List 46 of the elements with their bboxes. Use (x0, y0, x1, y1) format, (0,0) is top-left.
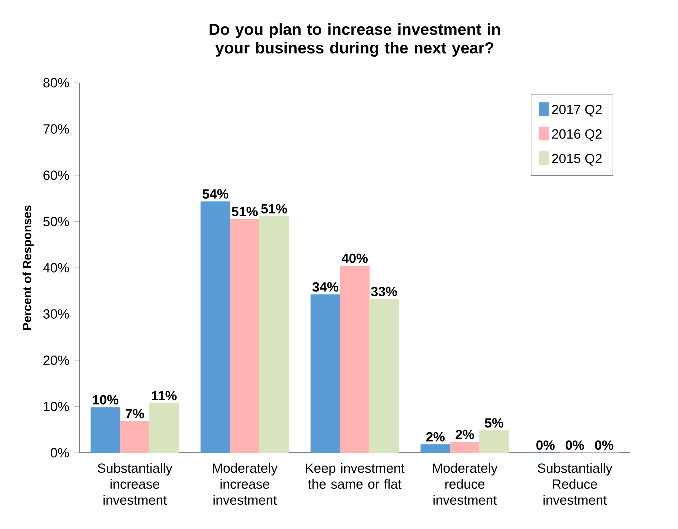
data-label: 11% (152, 391, 177, 401)
data-label: 5% (485, 418, 504, 428)
y-tick-label: 70% (44, 124, 70, 134)
data-label: 51% (261, 204, 288, 214)
bar (310, 294, 341, 453)
bar (149, 403, 180, 453)
bar (90, 407, 121, 453)
bar (450, 442, 480, 453)
x-tick-label: Moderately increase investment (213, 463, 278, 505)
y-tick-label: 10% (44, 402, 70, 412)
bar (340, 266, 370, 453)
data-label: 0% (536, 440, 555, 450)
y-tick-label: 60% (44, 170, 70, 180)
data-label: 7% (126, 409, 144, 419)
data-label: 33% (371, 287, 398, 297)
bar (369, 299, 400, 453)
legend-label: 2016 Q2 (552, 130, 602, 142)
bar (259, 216, 290, 453)
x-tick-label: Substantially Reduce investment (538, 463, 613, 505)
legend-label: 2017 Q2 (552, 104, 602, 117)
y-tick-label: 30% (44, 310, 70, 319)
y-tick-label: 50% (44, 217, 70, 226)
legend-label: 2015 Q2 (552, 154, 602, 166)
bar (420, 444, 451, 453)
bar (200, 202, 231, 453)
x-tick-label: Substantially increase investment (98, 463, 173, 505)
y-tick-label: 0% (50, 448, 70, 458)
data-label: 54% (202, 190, 229, 199)
bar (120, 421, 150, 453)
data-label: 2% (456, 430, 474, 440)
data-label: 51% (232, 207, 258, 217)
chart-title: Do you plan to increase investment in your business during the next year? (210, 23, 500, 57)
y-axis-title: Percent of Responses (22, 206, 34, 330)
x-tick-label: Keep investment the same or flat (306, 463, 405, 490)
y-tick-label: 40% (43, 263, 70, 273)
data-label: 0% (595, 440, 614, 450)
data-label: 0% (566, 440, 584, 450)
data-label: 34% (312, 282, 339, 292)
data-label: 2% (426, 432, 445, 442)
y-tick-label: 80% (44, 78, 70, 88)
data-label: 10% (93, 395, 119, 405)
y-tick-label: 20% (44, 356, 70, 366)
data-label: 40% (342, 254, 368, 264)
bar (479, 430, 510, 453)
x-tick-label: Moderately reduce investment (433, 463, 498, 505)
bar (230, 219, 260, 453)
